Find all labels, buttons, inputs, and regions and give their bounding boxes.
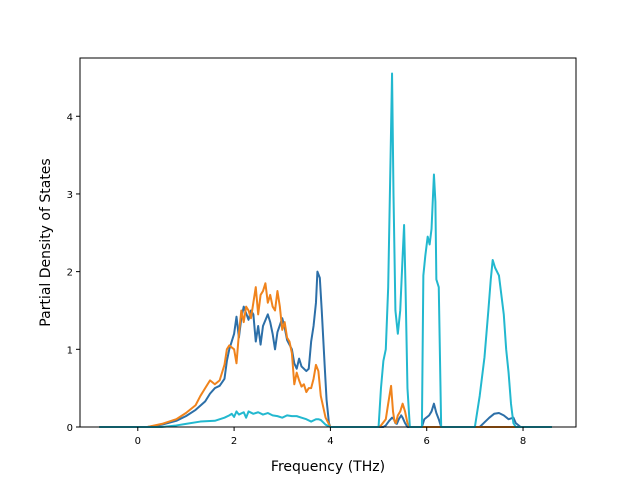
plot-frame — [79, 57, 577, 428]
series-line-3 — [99, 72, 552, 428]
series-line-2 — [99, 282, 552, 428]
y-tick-label: 2 — [67, 268, 73, 279]
y-axis-ticks: 0 1 2 3 4 — [67, 112, 80, 434]
x-axis-label: Frequency (THz) — [271, 459, 385, 475]
y-tick-label: 0 — [67, 423, 73, 434]
series-lines — [99, 72, 552, 428]
y-tick-label: 4 — [67, 112, 73, 123]
x-tick-label: 8 — [520, 436, 526, 447]
y-tick-label: 3 — [67, 190, 73, 201]
y-tick-label: 1 — [67, 345, 73, 356]
x-axis-ticks: 0 2 4 6 8 — [135, 427, 526, 447]
series-line-1 — [99, 270, 552, 428]
x-tick-label: 6 — [424, 436, 430, 447]
x-tick-label: 0 — [135, 436, 141, 447]
x-tick-label: 2 — [231, 436, 237, 447]
y-axis-label: Partial Density of States — [38, 158, 54, 326]
x-tick-label: 4 — [327, 436, 333, 447]
